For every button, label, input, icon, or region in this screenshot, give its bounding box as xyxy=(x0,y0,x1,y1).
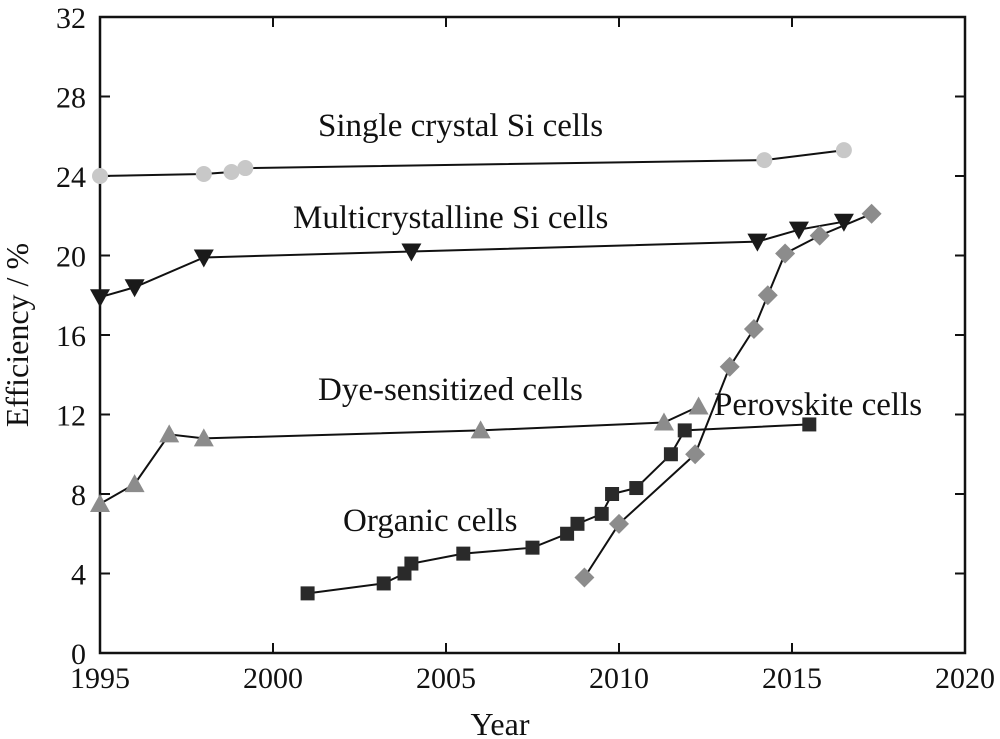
perovskite-cells-point xyxy=(719,356,740,377)
multicrystalline-si-cells-point xyxy=(124,279,145,298)
dye-sensitized-cells-point xyxy=(688,396,709,415)
label-dye-sensitized: Dye-sensitized cells xyxy=(318,372,583,408)
single-crystal-si-cells-point xyxy=(195,166,212,183)
perovskite-cells-point xyxy=(861,203,882,224)
label-perovskite: Perovskite cells xyxy=(714,387,922,423)
dye-sensitized-cells-point xyxy=(193,428,214,447)
single-crystal-si-cells-point xyxy=(223,164,240,181)
multicrystalline-si-cells-point xyxy=(747,233,768,252)
x-tick-label: 2020 xyxy=(935,662,995,695)
perovskite-cells-point xyxy=(609,513,629,534)
single-crystal-si-cells-point xyxy=(92,168,108,184)
organic-cells-point xyxy=(802,417,817,432)
label-organic: Organic cells xyxy=(343,503,517,539)
organic-cells-point xyxy=(605,487,620,501)
y-tick-label: 32 xyxy=(56,2,86,35)
perovskite-cells-point xyxy=(775,243,796,264)
perovskite-cells-point xyxy=(743,319,764,340)
multicrystalline-si-cells-point xyxy=(90,289,110,308)
label-single-crystal-si: Single crystal Si cells xyxy=(318,108,603,144)
y-tick-label: 12 xyxy=(56,400,86,433)
x-tick-label: 2005 xyxy=(416,662,476,695)
y-tick-label: 8 xyxy=(71,479,86,512)
dye-sensitized-cells-point xyxy=(653,412,674,431)
organic-cells-point xyxy=(300,586,315,601)
y-tick-label: 24 xyxy=(56,161,86,194)
axis-ticks: 1995 2000 2005 2010 2015 2020 0 4 8 12 16 20 24 28 32 xyxy=(56,2,995,695)
organic-cells-point xyxy=(376,576,391,591)
y-axis-title: Efficiency / % xyxy=(0,243,35,427)
organic-cells-point xyxy=(570,516,585,531)
multicrystalline-si-cells-point xyxy=(193,249,214,268)
organic-cells-point xyxy=(525,540,540,555)
y-tick-label: 16 xyxy=(56,320,86,353)
organic-cells-point xyxy=(456,546,471,561)
organic-cells-point xyxy=(404,556,419,571)
dye-sensitized-cells-point xyxy=(159,424,180,443)
perovskite-cells-point xyxy=(685,444,706,465)
x-axis-title: Year xyxy=(471,706,530,739)
single-crystal-si-cells-line xyxy=(99,149,845,177)
organic-cells-point xyxy=(677,423,692,438)
multicrystalline-si-cells-point xyxy=(833,213,854,232)
dye-sensitized-cells-point xyxy=(124,474,145,493)
x-tick-label: 1995 xyxy=(70,662,130,695)
multicrystalline-si-cells-point xyxy=(788,221,809,240)
x-tick-label: 2010 xyxy=(589,662,649,695)
dye-sensitized-cells-point xyxy=(470,420,491,439)
y-tick-label: 4 xyxy=(71,559,86,592)
organic-cells-point xyxy=(594,506,609,521)
y-tick-label: 28 xyxy=(56,82,86,115)
perovskite-cells-point xyxy=(574,567,595,588)
dye-sensitized-cells-point xyxy=(90,493,110,512)
x-tick-label: 2000 xyxy=(243,662,303,695)
single-crystal-si-cells-point xyxy=(835,142,852,159)
series-markers xyxy=(90,142,882,601)
y-tick-label: 0 xyxy=(71,638,86,671)
label-multicrystalline-si: Multicrystalline Si cells xyxy=(293,200,608,236)
y-tick-label: 20 xyxy=(56,241,86,274)
organic-cells-point xyxy=(663,447,678,462)
x-tick-label: 2015 xyxy=(762,662,822,695)
single-crystal-si-cells-point xyxy=(237,160,254,177)
multicrystalline-si-cells-point xyxy=(401,243,422,262)
perovskite-cells-point xyxy=(809,225,830,246)
perovskite-cells-point xyxy=(757,285,778,306)
single-crystal-si-cells-point xyxy=(756,152,773,169)
organic-cells-point xyxy=(629,481,644,496)
